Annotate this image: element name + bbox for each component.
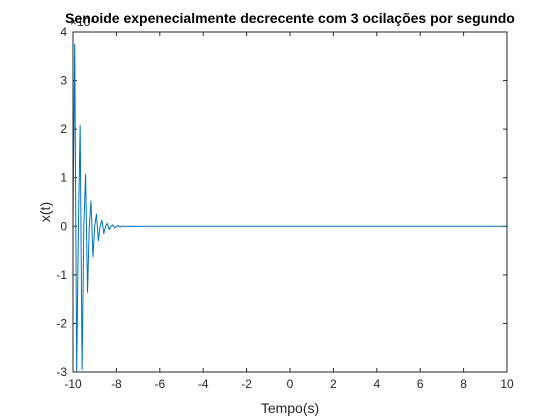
x-tick-label: 0 [287, 377, 294, 391]
x-tick-label: -8 [111, 377, 122, 391]
x-tick-label: -2 [241, 377, 252, 391]
y-tick-label: 1 [60, 171, 67, 185]
y-exponent-label: ×10⁴ [70, 15, 96, 29]
x-tick-label: 8 [460, 377, 467, 391]
x-tick-label: 4 [373, 377, 380, 391]
y-tick-label: 3 [60, 74, 67, 88]
axes-box [72, 31, 508, 373]
x-tick-label: 2 [330, 377, 337, 391]
y-tick-label: -1 [56, 268, 67, 282]
x-axis-label: Tempo(s) [261, 400, 319, 416]
y-axis-label: x(t) [37, 202, 53, 222]
x-tick-label: 10 [500, 377, 514, 391]
series-line [73, 43, 507, 372]
y-tick-label: 2 [60, 122, 67, 136]
y-tick-label: 4 [60, 25, 67, 39]
y-tick-label: -3 [56, 365, 67, 379]
x-tick-label: -4 [198, 377, 209, 391]
series-layer [73, 43, 507, 372]
x-tick-label: -10 [64, 377, 82, 391]
plot-area [73, 32, 507, 372]
x-tick-label: 6 [417, 377, 424, 391]
y-tick-label: -2 [56, 316, 67, 330]
x-tick-label: -6 [154, 377, 165, 391]
y-tick-label: 0 [60, 219, 67, 233]
chart-title: Senoide expenecialmente decrecente com 3… [65, 10, 515, 26]
